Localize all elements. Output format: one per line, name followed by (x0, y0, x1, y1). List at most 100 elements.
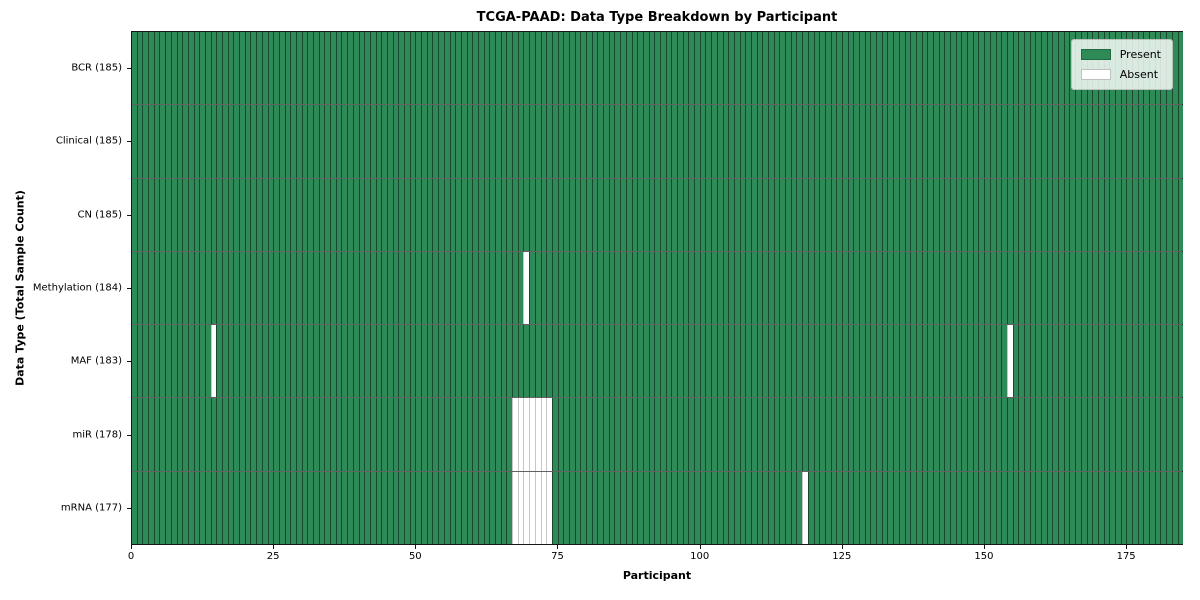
heatmap-cell-present (620, 251, 626, 325)
heatmap-cell-present (608, 471, 615, 544)
heatmap-cell-present (722, 105, 729, 178)
heatmap-cell-present (824, 105, 831, 178)
heatmap-cell-present (989, 325, 996, 398)
heatmap-cell-present (910, 178, 916, 251)
heatmap-cell-present (557, 178, 564, 251)
heatmap-cell-present (984, 471, 990, 544)
heatmap-cell-present (199, 471, 205, 544)
heatmap-cell-present (722, 32, 729, 105)
heatmap-cell-present (637, 398, 643, 471)
heatmap-cell-present (341, 398, 348, 471)
heatmap-cell-present (864, 32, 871, 105)
heatmap-cell-present (517, 251, 524, 325)
heatmap-cell-present (887, 32, 894, 105)
heatmap-cell-present (984, 398, 990, 471)
heatmap-cell-present (381, 325, 387, 398)
heatmap-cell-present (915, 251, 922, 325)
heatmap-cell-present (170, 178, 177, 251)
heatmap-cell-present (540, 178, 547, 251)
heatmap-cell-present (227, 32, 234, 105)
heatmap-cell-present (893, 178, 899, 251)
heatmap-cell-present (1046, 105, 1053, 178)
heatmap-cell-present (654, 178, 660, 251)
heatmap-cell-present (620, 105, 626, 178)
heatmap-cell-present (170, 398, 177, 471)
heatmap-cell-present (1109, 251, 1115, 325)
heatmap-cell-present (1126, 398, 1132, 471)
heatmap-cell-present (295, 471, 302, 544)
heatmap-cell-present (199, 32, 205, 105)
heatmap-cell-present (904, 251, 911, 325)
heatmap-cell-present (204, 325, 211, 398)
heatmap-cell-present (910, 398, 916, 471)
heatmap-cell-present (642, 32, 649, 105)
heatmap-cell-present (284, 471, 291, 544)
heatmap-cell-present (938, 471, 945, 544)
heatmap-cell-present (313, 398, 319, 471)
heatmap-cell-present (267, 105, 274, 178)
heatmap-cell-present (142, 471, 149, 544)
heatmap-cell-present (1137, 471, 1144, 544)
heatmap-cell-present (699, 105, 706, 178)
heatmap-cell-present (870, 178, 877, 251)
heatmap-cell-present (148, 398, 154, 471)
heatmap-cell-present (301, 32, 308, 105)
heatmap-cell-present (187, 471, 194, 544)
heatmap-cell-present (148, 251, 154, 325)
y-tick-label-mir: miR (178) (72, 429, 122, 441)
heatmap-cell-present (716, 325, 723, 398)
heatmap-cell-present (199, 178, 205, 251)
heatmap-cell-present (790, 398, 797, 471)
heatmap-cell-present (665, 398, 672, 471)
heatmap-cell-present (159, 178, 166, 251)
chart-title: TCGA-PAAD: Data Type Breakdown by Partic… (476, 10, 838, 25)
heatmap-cell-present (324, 32, 331, 105)
heatmap-cell-present (802, 251, 808, 325)
heatmap-cell-present (449, 251, 456, 325)
heatmap-cell-present (1086, 105, 1093, 178)
heatmap-cell-present (1006, 398, 1013, 471)
heatmap-cell-present (1023, 325, 1030, 398)
heatmap-cell-present (586, 398, 592, 471)
heatmap-cell-present (136, 178, 143, 251)
heatmap-cell-present (159, 325, 166, 398)
heatmap-cell-present (489, 251, 495, 325)
heatmap-cell-present (1120, 398, 1127, 471)
heatmap-cell-present (204, 471, 211, 544)
heatmap-cell-present (950, 32, 956, 105)
heatmap-cell-present (1075, 471, 1081, 544)
heatmap-cell-present (1109, 178, 1115, 251)
heatmap-cell-absent (517, 471, 524, 544)
heatmap-cell-present (665, 325, 672, 398)
heatmap-cell-present (132, 398, 137, 471)
heatmap-cell-present (654, 105, 660, 178)
heatmap-cell-present (512, 32, 518, 105)
heatmap-cell-present (187, 105, 194, 178)
heatmap-cell-present (762, 178, 768, 251)
heatmap-cell-present (716, 251, 723, 325)
heatmap-cell-present (1097, 251, 1104, 325)
heatmap-cell-present (244, 251, 251, 325)
x-tick-mark (273, 545, 275, 549)
heatmap-cell-present (182, 325, 188, 398)
heatmap-cell-present (421, 105, 427, 178)
x-tick-mark (1126, 545, 1128, 549)
heatmap-cell-present (409, 471, 416, 544)
heatmap-cell-present (324, 398, 331, 471)
heatmap-cell-present (477, 105, 484, 178)
heatmap-cell-present (477, 32, 484, 105)
x-tick-label: 75 (551, 551, 564, 562)
heatmap-cell-present (244, 178, 251, 251)
heatmap-cell-present (358, 398, 365, 471)
heatmap-cell-present (364, 471, 370, 544)
y-tick-mark (127, 288, 131, 289)
heatmap-cell-present (324, 471, 331, 544)
heatmap-cell-present (597, 325, 604, 398)
heatmap-cell-present (682, 105, 689, 178)
heatmap-cell-present (716, 105, 723, 178)
heatmap-cell-present (381, 178, 387, 251)
heatmap-cell-present (739, 251, 746, 325)
heatmap-cell-present (313, 325, 319, 398)
heatmap-cell-present (859, 178, 865, 251)
heatmap-cell-present (785, 105, 791, 178)
